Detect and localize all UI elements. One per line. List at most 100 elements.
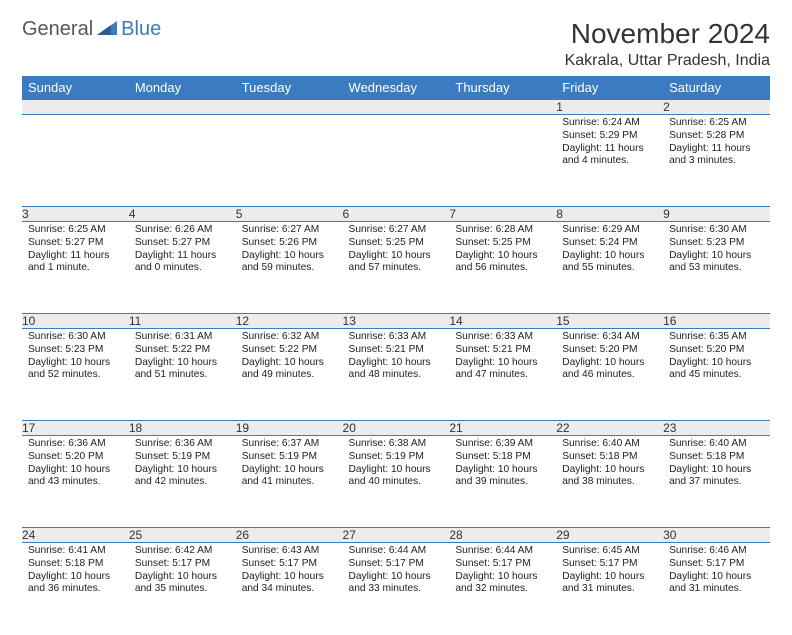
day-number-cell: 25 <box>129 528 236 543</box>
weekday-header: Saturday <box>663 76 770 100</box>
day-number-cell: 27 <box>343 528 450 543</box>
day-content-cell: Sunrise: 6:46 AMSunset: 5:17 PMDaylight:… <box>663 543 770 635</box>
daylight-text: Daylight: 10 hours and 57 minutes. <box>349 250 444 276</box>
day-number-cell: 28 <box>449 528 556 543</box>
sunset-text: Sunset: 5:20 PM <box>562 344 657 357</box>
sunset-text: Sunset: 5:18 PM <box>28 558 123 571</box>
sunrise-text: Sunrise: 6:33 AM <box>455 331 550 344</box>
sunrise-text: Sunrise: 6:25 AM <box>669 117 764 130</box>
day-content-cell: Sunrise: 6:40 AMSunset: 5:18 PMDaylight:… <box>663 436 770 528</box>
day-number-cell: 12 <box>236 314 343 329</box>
daylight-text: Daylight: 10 hours and 33 minutes. <box>349 571 444 597</box>
day-content-cell: Sunrise: 6:28 AMSunset: 5:25 PMDaylight:… <box>449 222 556 314</box>
sunset-text: Sunset: 5:29 PM <box>562 130 657 143</box>
day-details: Sunrise: 6:27 AMSunset: 5:25 PMDaylight:… <box>343 222 450 279</box>
sunrise-text: Sunrise: 6:27 AM <box>242 224 337 237</box>
day-number-cell: 18 <box>129 421 236 436</box>
day-content-cell: Sunrise: 6:30 AMSunset: 5:23 PMDaylight:… <box>22 329 129 421</box>
day-details: Sunrise: 6:29 AMSunset: 5:24 PMDaylight:… <box>556 222 663 279</box>
sunrise-text: Sunrise: 6:41 AM <box>28 545 123 558</box>
sunrise-text: Sunrise: 6:29 AM <box>562 224 657 237</box>
week-row: Sunrise: 6:24 AMSunset: 5:29 PMDaylight:… <box>22 115 770 207</box>
sunset-text: Sunset: 5:20 PM <box>669 344 764 357</box>
day-content-cell: Sunrise: 6:26 AMSunset: 5:27 PMDaylight:… <box>129 222 236 314</box>
sunset-text: Sunset: 5:27 PM <box>28 237 123 250</box>
daylight-text: Daylight: 10 hours and 41 minutes. <box>242 464 337 490</box>
sunrise-text: Sunrise: 6:45 AM <box>562 545 657 558</box>
location-label: Kakrala, Uttar Pradesh, India <box>565 52 770 70</box>
daylight-text: Daylight: 10 hours and 40 minutes. <box>349 464 444 490</box>
day-details: Sunrise: 6:38 AMSunset: 5:19 PMDaylight:… <box>343 436 450 493</box>
sunset-text: Sunset: 5:23 PM <box>669 237 764 250</box>
day-details: Sunrise: 6:30 AMSunset: 5:23 PMDaylight:… <box>22 329 129 386</box>
day-number-cell: 16 <box>663 314 770 329</box>
sunset-text: Sunset: 5:24 PM <box>562 237 657 250</box>
daynum-row: 12 <box>22 100 770 115</box>
day-number-cell <box>22 100 129 115</box>
day-details: Sunrise: 6:40 AMSunset: 5:18 PMDaylight:… <box>556 436 663 493</box>
daylight-text: Daylight: 10 hours and 46 minutes. <box>562 357 657 383</box>
calendar-table: SundayMondayTuesdayWednesdayThursdayFrid… <box>22 76 770 635</box>
daylight-text: Daylight: 10 hours and 47 minutes. <box>455 357 550 383</box>
daynum-row: 3456789 <box>22 207 770 222</box>
day-content-cell: Sunrise: 6:39 AMSunset: 5:18 PMDaylight:… <box>449 436 556 528</box>
day-details: Sunrise: 6:33 AMSunset: 5:21 PMDaylight:… <box>343 329 450 386</box>
sunset-text: Sunset: 5:27 PM <box>135 237 230 250</box>
sunrise-text: Sunrise: 6:30 AM <box>28 331 123 344</box>
day-content-cell <box>22 115 129 207</box>
day-content-cell: Sunrise: 6:36 AMSunset: 5:20 PMDaylight:… <box>22 436 129 528</box>
day-number-cell: 20 <box>343 421 450 436</box>
sunset-text: Sunset: 5:17 PM <box>562 558 657 571</box>
day-details: Sunrise: 6:30 AMSunset: 5:23 PMDaylight:… <box>663 222 770 279</box>
daylight-text: Daylight: 10 hours and 43 minutes. <box>28 464 123 490</box>
sunrise-text: Sunrise: 6:28 AM <box>455 224 550 237</box>
daylight-text: Daylight: 10 hours and 35 minutes. <box>135 571 230 597</box>
logo-text-blue: Blue <box>121 18 161 41</box>
day-details: Sunrise: 6:25 AMSunset: 5:28 PMDaylight:… <box>663 115 770 172</box>
daylight-text: Daylight: 10 hours and 53 minutes. <box>669 250 764 276</box>
day-number-cell: 2 <box>663 100 770 115</box>
day-content-cell: Sunrise: 6:27 AMSunset: 5:25 PMDaylight:… <box>343 222 450 314</box>
day-number-cell <box>129 100 236 115</box>
logo-triangle-icon <box>97 19 117 40</box>
day-details: Sunrise: 6:24 AMSunset: 5:29 PMDaylight:… <box>556 115 663 172</box>
sunset-text: Sunset: 5:20 PM <box>28 451 123 464</box>
day-content-cell: Sunrise: 6:31 AMSunset: 5:22 PMDaylight:… <box>129 329 236 421</box>
sunrise-text: Sunrise: 6:30 AM <box>669 224 764 237</box>
daylight-text: Daylight: 10 hours and 31 minutes. <box>669 571 764 597</box>
day-details: Sunrise: 6:45 AMSunset: 5:17 PMDaylight:… <box>556 543 663 600</box>
sunset-text: Sunset: 5:21 PM <box>349 344 444 357</box>
daynum-row: 24252627282930 <box>22 528 770 543</box>
day-number-cell: 14 <box>449 314 556 329</box>
day-number-cell: 5 <box>236 207 343 222</box>
sunrise-text: Sunrise: 6:34 AM <box>562 331 657 344</box>
day-content-cell <box>129 115 236 207</box>
day-content-cell: Sunrise: 6:25 AMSunset: 5:28 PMDaylight:… <box>663 115 770 207</box>
daylight-text: Daylight: 10 hours and 34 minutes. <box>242 571 337 597</box>
sunset-text: Sunset: 5:21 PM <box>455 344 550 357</box>
day-number-cell: 30 <box>663 528 770 543</box>
sunset-text: Sunset: 5:17 PM <box>349 558 444 571</box>
day-content-cell: Sunrise: 6:30 AMSunset: 5:23 PMDaylight:… <box>663 222 770 314</box>
sunrise-text: Sunrise: 6:44 AM <box>455 545 550 558</box>
day-content-cell: Sunrise: 6:44 AMSunset: 5:17 PMDaylight:… <box>449 543 556 635</box>
daynum-row: 10111213141516 <box>22 314 770 329</box>
day-number-cell: 4 <box>129 207 236 222</box>
day-number-cell: 29 <box>556 528 663 543</box>
day-content-cell: Sunrise: 6:35 AMSunset: 5:20 PMDaylight:… <box>663 329 770 421</box>
sunrise-text: Sunrise: 6:42 AM <box>135 545 230 558</box>
day-content-cell: Sunrise: 6:33 AMSunset: 5:21 PMDaylight:… <box>343 329 450 421</box>
daylight-text: Daylight: 10 hours and 36 minutes. <box>28 571 123 597</box>
day-content-cell: Sunrise: 6:40 AMSunset: 5:18 PMDaylight:… <box>556 436 663 528</box>
daylight-text: Daylight: 11 hours and 3 minutes. <box>669 143 764 169</box>
daylight-text: Daylight: 10 hours and 49 minutes. <box>242 357 337 383</box>
sunrise-text: Sunrise: 6:40 AM <box>562 438 657 451</box>
sunset-text: Sunset: 5:19 PM <box>242 451 337 464</box>
daylight-text: Daylight: 11 hours and 1 minute. <box>28 250 123 276</box>
day-number-cell: 26 <box>236 528 343 543</box>
day-details: Sunrise: 6:28 AMSunset: 5:25 PMDaylight:… <box>449 222 556 279</box>
weekday-header: Tuesday <box>236 76 343 100</box>
daylight-text: Daylight: 10 hours and 56 minutes. <box>455 250 550 276</box>
day-details: Sunrise: 6:25 AMSunset: 5:27 PMDaylight:… <box>22 222 129 279</box>
day-content-cell: Sunrise: 6:38 AMSunset: 5:19 PMDaylight:… <box>343 436 450 528</box>
